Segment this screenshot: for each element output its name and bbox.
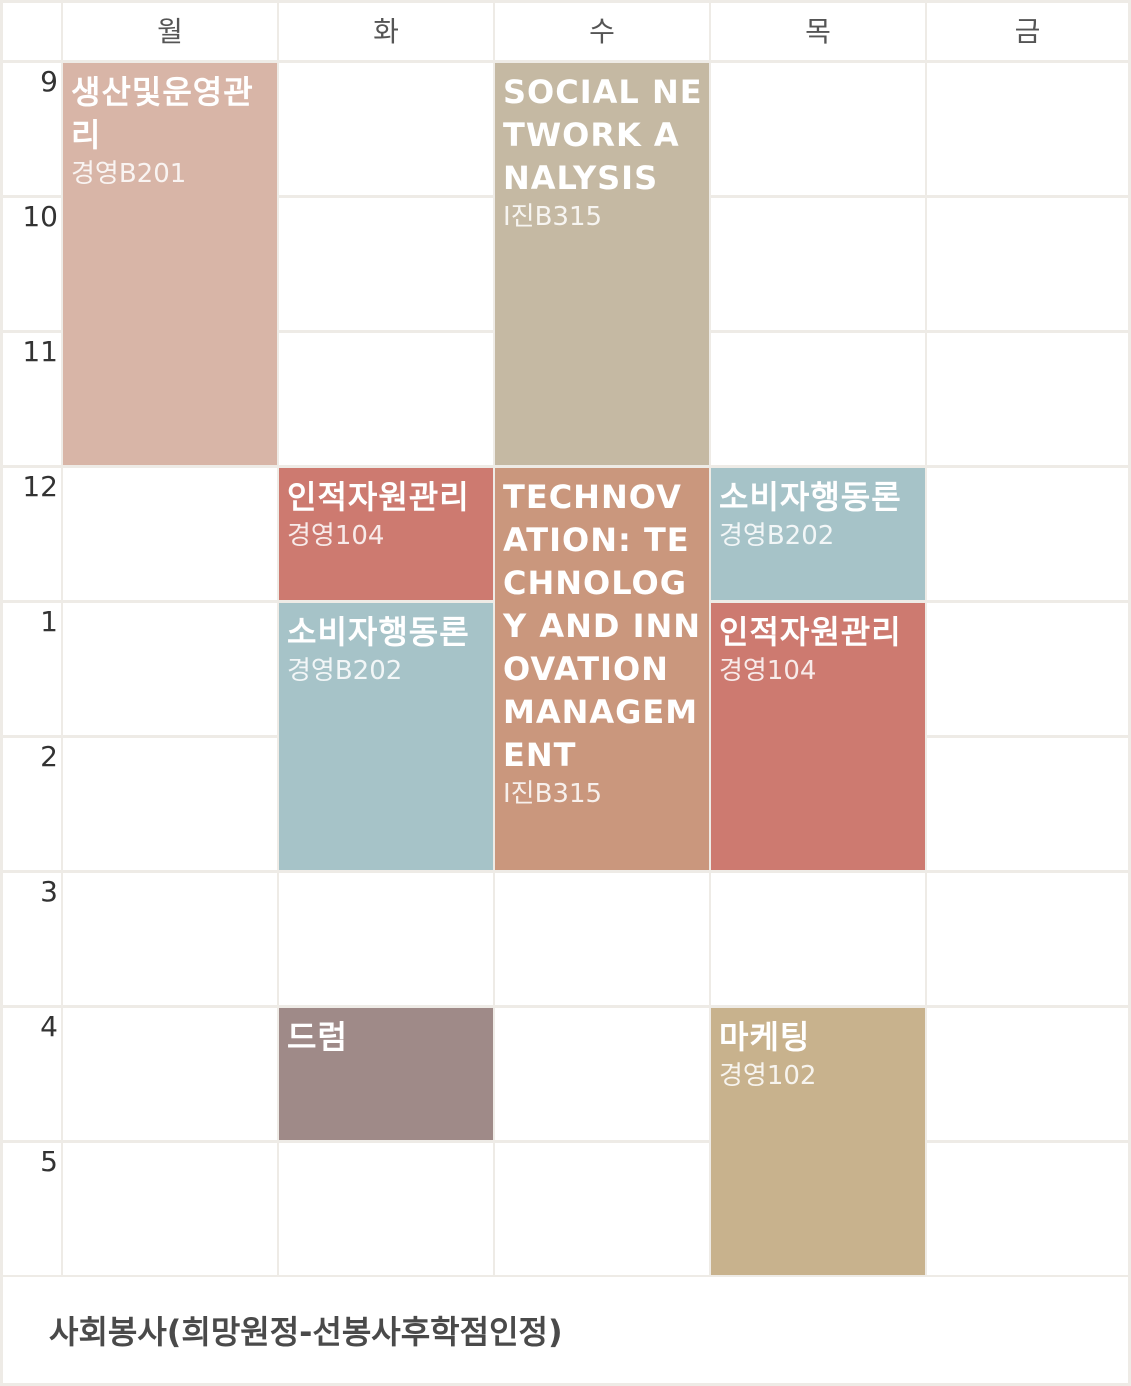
time-slot-cell[interactable] bbox=[279, 198, 493, 330]
time-slot-cell[interactable] bbox=[927, 198, 1128, 330]
corner-cell bbox=[3, 3, 61, 60]
time-slot-cell[interactable] bbox=[495, 1143, 709, 1275]
hour-label: 10 bbox=[22, 200, 58, 233]
day-header: 월 bbox=[157, 15, 183, 48]
hour-label: 3 bbox=[40, 875, 58, 908]
hour-label: 5 bbox=[40, 1145, 58, 1178]
course-room: 경영B202 bbox=[287, 656, 403, 686]
time-slot-cell[interactable] bbox=[927, 1008, 1128, 1140]
course-title: 소비자행동론 bbox=[719, 478, 902, 516]
course-title: 드럼 bbox=[287, 1018, 348, 1056]
hour-label: 12 bbox=[22, 470, 58, 503]
day-header-cell bbox=[711, 3, 925, 60]
hour-cell bbox=[3, 333, 61, 465]
time-slot-cell[interactable] bbox=[927, 1143, 1128, 1275]
course-title: 인적자원관리 bbox=[287, 478, 470, 516]
course-room: I진B315 bbox=[503, 202, 603, 232]
course-room: 경영B201 bbox=[71, 159, 187, 189]
course-room: 경영104 bbox=[287, 521, 385, 551]
time-slot-cell[interactable] bbox=[279, 1143, 493, 1275]
day-header-cell bbox=[279, 3, 493, 60]
time-slot-cell[interactable] bbox=[927, 738, 1128, 870]
time-slot-cell[interactable] bbox=[927, 468, 1128, 600]
time-slot-cell[interactable] bbox=[63, 603, 277, 735]
course-room: 경영104 bbox=[719, 656, 817, 686]
course-room: 경영102 bbox=[719, 1061, 817, 1091]
course-title: 생산및운영관리 bbox=[71, 73, 254, 154]
hour-cell bbox=[3, 198, 61, 330]
time-slot-cell[interactable] bbox=[927, 603, 1128, 735]
course-block[interactable]: SOCIAL NETWORK ANALYSIS I진B315 bbox=[495, 63, 709, 465]
day-header-cell bbox=[63, 3, 277, 60]
course-room: I진B315 bbox=[503, 779, 603, 809]
time-slot-cell[interactable] bbox=[495, 1008, 709, 1140]
time-slot-cell[interactable] bbox=[711, 198, 925, 330]
hour-cell bbox=[3, 738, 61, 870]
time-slot-cell[interactable] bbox=[495, 873, 709, 1005]
hour-cell bbox=[3, 1143, 61, 1275]
day-header: 화 bbox=[373, 15, 399, 48]
time-slot-cell[interactable] bbox=[279, 63, 493, 195]
hour-label: 4 bbox=[40, 1010, 58, 1043]
hour-label: 11 bbox=[22, 335, 58, 368]
day-header: 목 bbox=[805, 15, 831, 48]
day-header: 수 bbox=[589, 15, 615, 48]
course-title: 소비자행동론 bbox=[287, 613, 470, 651]
day-header: 금 bbox=[1014, 15, 1041, 48]
day-header-cell bbox=[927, 3, 1128, 60]
hour-cell bbox=[3, 63, 61, 195]
time-slot-cell[interactable] bbox=[927, 873, 1128, 1005]
time-slot-cell[interactable] bbox=[279, 873, 493, 1005]
time-slot-cell[interactable] bbox=[63, 468, 277, 600]
course-title: 인적자원관리 bbox=[719, 613, 902, 651]
time-slot-cell[interactable] bbox=[63, 1008, 277, 1140]
time-slot-cell[interactable] bbox=[711, 873, 925, 1005]
course-block[interactable]: TECHNOVATION: TECHNOLOGY AND INNOVATION … bbox=[495, 468, 709, 870]
hour-cell bbox=[3, 603, 61, 735]
hour-label: 1 bbox=[40, 605, 58, 638]
time-slot-cell[interactable] bbox=[63, 873, 277, 1005]
day-header-cell bbox=[495, 3, 709, 60]
course-title: 마케팅 bbox=[719, 1018, 811, 1056]
time-slot-cell[interactable] bbox=[927, 63, 1128, 195]
time-slot-cell[interactable] bbox=[279, 333, 493, 465]
hour-cell bbox=[3, 1008, 61, 1140]
hour-cell bbox=[3, 873, 61, 1005]
course-room: 경영B202 bbox=[719, 521, 835, 551]
time-slot-cell[interactable] bbox=[63, 738, 277, 870]
time-slot-cell[interactable] bbox=[711, 333, 925, 465]
course-title: SOCIAL NETWORK ANALYSIS bbox=[503, 73, 703, 197]
time-slot-cell[interactable] bbox=[927, 333, 1128, 465]
time-slot-cell[interactable] bbox=[711, 63, 925, 195]
course-title: TECHNOVATION: TECHNOLOGY AND INNOVATION … bbox=[503, 478, 702, 774]
course-block[interactable]: 드럼 bbox=[279, 1008, 493, 1140]
time-slot-cell[interactable] bbox=[63, 1143, 277, 1275]
hour-cell bbox=[3, 468, 61, 600]
hour-label: 2 bbox=[40, 740, 58, 773]
footer-note: 사회봉사(희망원정-선봉사후학점인정) bbox=[3, 1277, 1128, 1383]
hour-label: 9 bbox=[40, 65, 58, 98]
